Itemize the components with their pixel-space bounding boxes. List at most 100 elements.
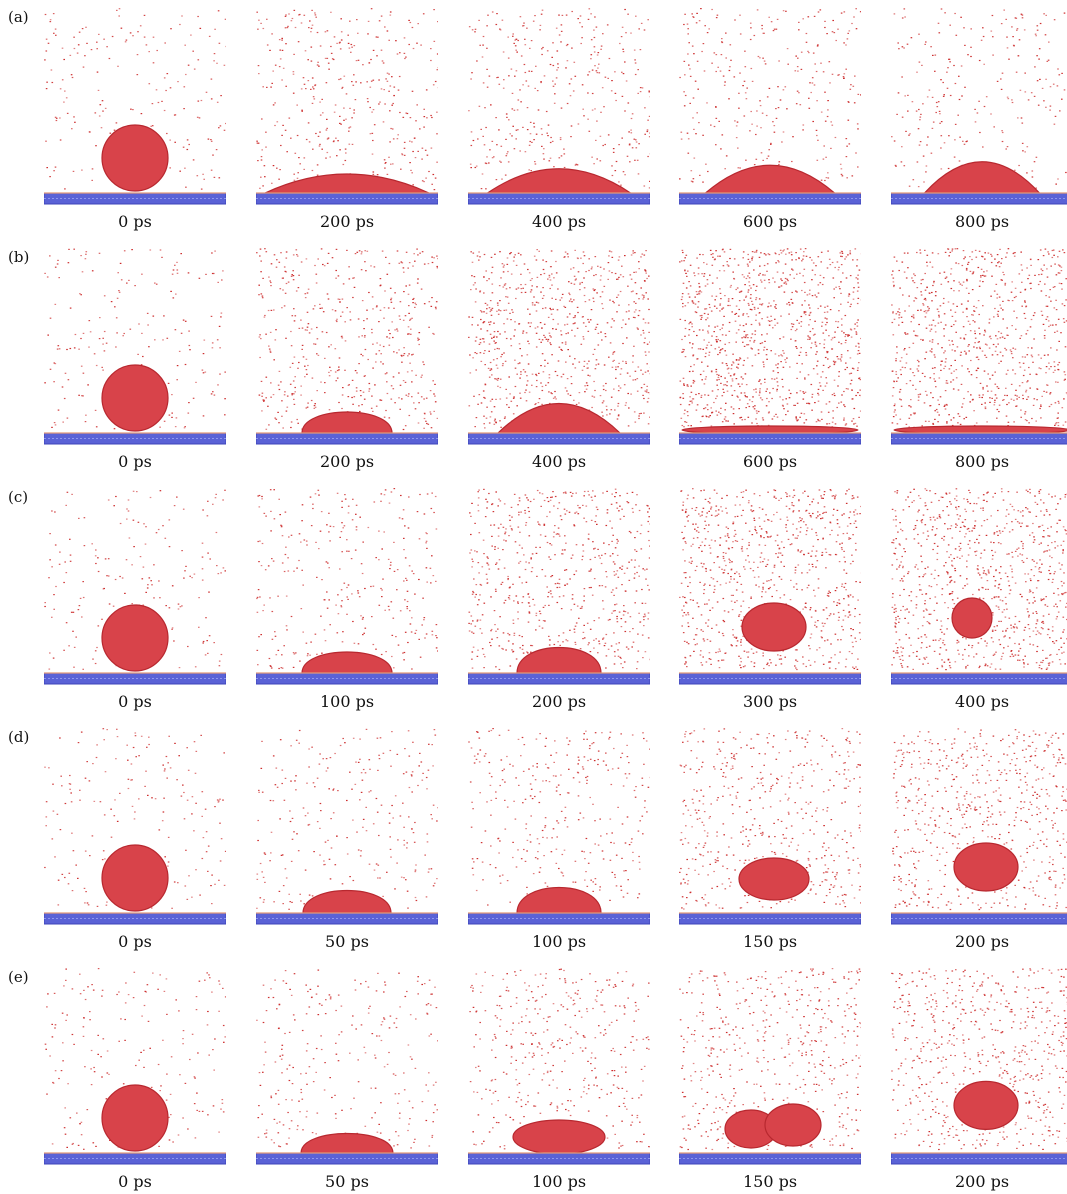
simulation-snapshot [679,488,861,688]
substrate [679,432,861,445]
simulation-snapshot [256,968,438,1168]
droplet [301,651,393,674]
substrate [256,432,438,445]
vapor-particles [891,8,1067,189]
simulation-snapshot [256,248,438,448]
vapor-particles [468,249,650,431]
snapshot-svg [679,488,861,685]
simulation-snapshot [44,248,226,448]
vapor-particles [256,248,438,431]
snapshot-svg [891,8,1067,205]
droplet [101,364,169,432]
snapshot-svg [679,8,861,205]
simulation-snapshot [891,968,1067,1168]
simulation-snapshot [891,488,1067,688]
time-label: 600 ps [742,452,798,471]
time-label: 400 ps [954,692,1010,711]
time-label: 100 ps [531,1172,587,1191]
droplet [496,403,622,434]
substrate [468,1152,650,1165]
vapor-particles [468,8,650,190]
simulation-snapshot [468,968,650,1168]
snapshot-svg [44,968,226,1165]
time-label: 200 ps [531,692,587,711]
time-label: 300 ps [742,692,798,711]
snapshot-svg [468,249,650,445]
simulation-snapshot [891,8,1067,208]
snapshot-svg [891,248,1067,445]
vapor-particles [679,8,861,190]
snapshot-svg [44,8,226,205]
vapor-particles [44,968,226,1150]
droplet [738,857,810,901]
droplet [301,411,393,434]
substrate [44,432,226,445]
vapor-particles [256,8,438,191]
time-label: 50 ps [325,1172,369,1191]
substrate [256,192,438,205]
vapor-particles [44,248,226,430]
time-label: 200 ps [954,1172,1010,1191]
substrate [44,672,226,685]
simulation-snapshot [256,728,438,928]
time-label: 50 ps [325,932,369,951]
snapshot-svg [891,488,1067,685]
substrate [256,1152,438,1165]
simulation-snapshot [891,248,1067,448]
vapor-particles [256,728,438,910]
substrate [468,432,650,445]
substrate [44,1152,226,1165]
substrate [679,672,861,685]
droplet [923,161,1041,194]
vapor-particles [891,248,1067,430]
droplet [741,602,807,652]
droplet [485,168,633,194]
time-label: 100 ps [531,932,587,951]
droplet [101,604,169,672]
snapshot-svg [468,968,650,1165]
vapor-particles [256,969,438,1149]
time-label: 600 ps [742,212,798,231]
substrate [468,672,650,685]
vapor-particles [469,968,650,1150]
droplet [724,1103,822,1149]
vapor-particles [256,488,438,670]
vapor-particles [468,728,650,910]
substrate [256,672,438,685]
droplet [512,1119,606,1155]
time-label: 200 ps [319,452,375,471]
time-label: 100 ps [319,692,375,711]
snapshot-svg [468,728,650,925]
time-label: 150 ps [742,932,798,951]
substrate [679,912,861,925]
substrate [44,912,226,925]
row-label: (d) [8,728,30,746]
substrate [679,192,861,205]
time-label: 0 ps [118,1172,152,1191]
row-label: (c) [8,488,29,506]
droplet [703,164,837,194]
droplet [101,124,169,192]
substrate [44,192,226,205]
simulation-snapshot [44,968,226,1168]
time-label: 0 ps [118,932,152,951]
snapshot-svg [44,489,226,685]
droplet [516,647,602,674]
simulation-snapshot [44,8,226,208]
time-label: 0 ps [118,452,152,471]
snapshot-svg [44,728,226,925]
substrate [468,912,650,925]
vapor-particles [468,488,650,671]
time-label: 0 ps [118,212,152,231]
droplet [953,1080,1019,1130]
droplet [302,890,392,914]
row-label: (a) [8,8,29,26]
snapshot-svg [44,248,226,445]
snapshot-svg [891,728,1067,925]
droplet [101,844,169,912]
droplet [953,842,1019,892]
snapshot-svg [256,248,438,445]
simulation-snapshot [44,488,226,688]
simulation-snapshot [468,8,650,208]
